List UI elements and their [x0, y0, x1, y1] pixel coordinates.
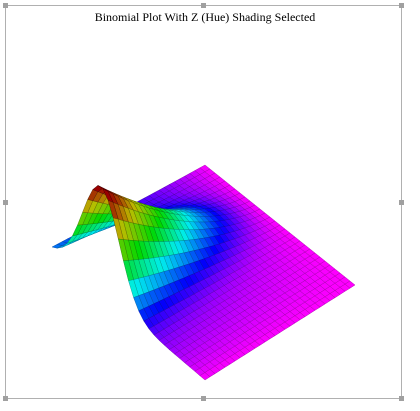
handle[interactable] — [3, 3, 8, 8]
handle[interactable] — [201, 3, 206, 8]
handle[interactable] — [3, 396, 8, 401]
handle[interactable] — [399, 3, 404, 8]
handle[interactable] — [3, 200, 8, 205]
selection-handles — [3, 3, 404, 401]
surface-patch — [199, 372, 211, 381]
handle[interactable] — [399, 396, 404, 401]
handle[interactable] — [399, 200, 404, 205]
handle[interactable] — [201, 396, 206, 401]
chart-title: Binomial Plot With Z (Hue) Shading Selec… — [95, 10, 316, 24]
surface — [51, 164, 356, 381]
